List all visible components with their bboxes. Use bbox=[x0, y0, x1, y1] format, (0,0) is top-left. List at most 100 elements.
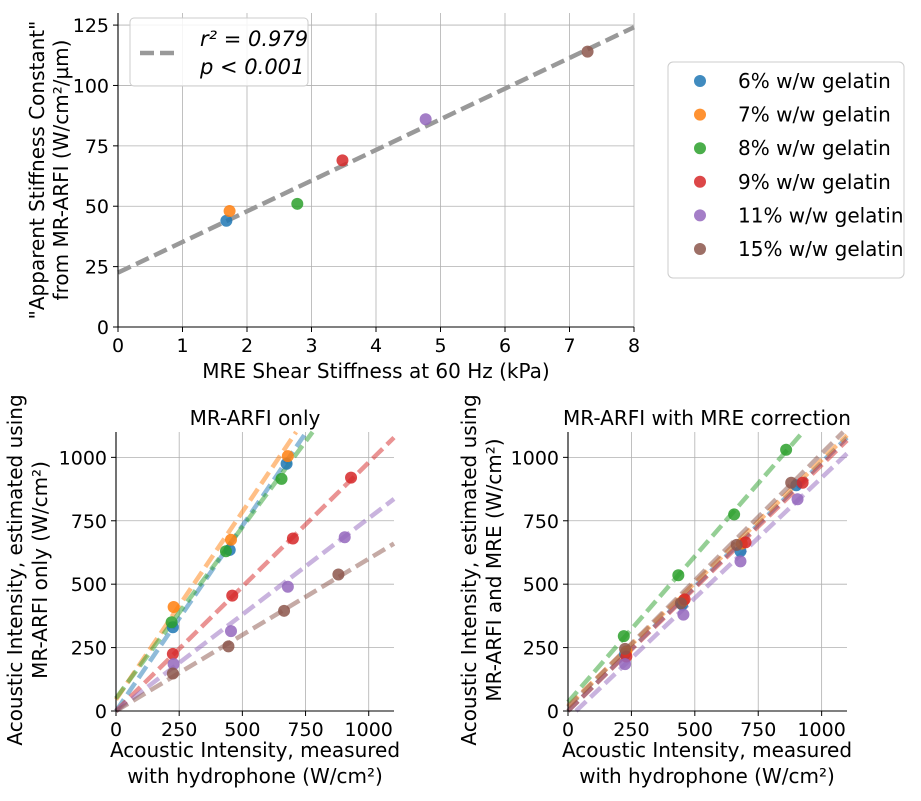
data-point-15-pct bbox=[730, 538, 743, 551]
data-point-8-pct bbox=[165, 616, 178, 629]
y-tick-label: 500 bbox=[71, 574, 107, 596]
data-point-8-pct bbox=[219, 545, 232, 558]
legend-item-15-pct: 15% w/w gelatin bbox=[694, 237, 904, 261]
x-tick-label: 5 bbox=[434, 335, 446, 357]
x-tick-label: 0 bbox=[112, 335, 124, 357]
data-point-8-pct bbox=[291, 197, 304, 210]
data-point-11-pct bbox=[338, 531, 351, 544]
x-tick-label: 8 bbox=[628, 335, 640, 357]
y-axis-label-line2: from MR-ARFI (W/cm²/µm) bbox=[49, 40, 73, 301]
data-point-9-pct bbox=[166, 647, 179, 660]
legend-marker bbox=[694, 209, 706, 222]
legend: 6% w/w gelatin 7% w/w gelatin 8% w/w gelat… bbox=[667, 61, 905, 279]
data-point-9-pct bbox=[226, 589, 239, 602]
data-point-15-pct bbox=[581, 45, 594, 58]
mr-arfi-mre-chart: MR-ARFI with MRE correction 0 250 500 750 10… bbox=[457, 394, 852, 788]
data-point-15-pct bbox=[222, 640, 235, 653]
axes bbox=[111, 432, 394, 716]
axes bbox=[113, 13, 635, 332]
data-point-15-pct bbox=[619, 642, 632, 655]
data-point-8-pct bbox=[275, 472, 288, 485]
data-point-15-pct bbox=[332, 568, 345, 581]
legend-label: 7% w/w gelatin bbox=[738, 103, 891, 127]
legend-label: 9% w/w gelatin bbox=[738, 170, 891, 194]
y-axis-label-line2: MR-ARFI and MRE (W/cm²) bbox=[482, 438, 506, 701]
data-point-11-pct bbox=[281, 580, 294, 593]
x-tick-label: 750 bbox=[740, 719, 776, 741]
tick-labels: 0 1 2 3 4 5 6 7 8 0 25 50 75 100 125 bbox=[73, 15, 640, 357]
data-point-9-pct bbox=[345, 471, 358, 484]
y-tick-label: 250 bbox=[71, 638, 107, 660]
x-axis-label-line1: Acoustic Intensity, measured bbox=[562, 738, 852, 762]
y-tick-label: 0 bbox=[97, 317, 109, 339]
y-tick-label: 1000 bbox=[59, 447, 107, 469]
tick-labels: 0 250 500 750 1000 0 250 500 750 1000 bbox=[59, 447, 393, 741]
fit-line bbox=[117, 25, 635, 275]
y-axis-label-line1: "Apparent Stiffness Constant" bbox=[25, 21, 49, 320]
y-tick-label: 0 bbox=[95, 701, 107, 723]
chart-title: MR-ARFI only bbox=[190, 406, 321, 430]
x-axis-label-line2: with hydrophone (W/cm²) bbox=[127, 764, 383, 788]
legend-item-8-pct: 8% w/w gelatin bbox=[694, 136, 891, 160]
y-axis-label-line1: Acoustic Intensity, estimated using bbox=[3, 394, 27, 745]
data-point-11-pct bbox=[419, 113, 432, 126]
y-tick-label: 125 bbox=[73, 15, 109, 37]
x-tick-label: 7 bbox=[563, 335, 575, 357]
legend-label: 11% w/w gelatin bbox=[738, 203, 904, 227]
x-tick-label: 500 bbox=[677, 719, 713, 741]
data-points bbox=[165, 450, 358, 680]
y-axis-label-line2: MR-ARFI only (W/cm²) bbox=[28, 461, 52, 679]
data-point-11-pct bbox=[224, 625, 237, 638]
legend-marker bbox=[694, 243, 706, 255]
x-tick-label: 1000 bbox=[797, 719, 845, 741]
legend-item-6-pct: 6% w/w gelatin bbox=[694, 69, 891, 93]
fit-line-8-pct bbox=[566, 430, 805, 704]
y-tick-label: 75 bbox=[85, 136, 109, 158]
y-tick-label: 0 bbox=[547, 701, 559, 723]
legend-label: 8% w/w gelatin bbox=[738, 136, 891, 160]
data-point-15-pct bbox=[785, 476, 798, 489]
x-tick-label: 3 bbox=[305, 335, 317, 357]
data-point-8-pct bbox=[617, 630, 630, 643]
y-tick-label: 25 bbox=[85, 257, 109, 279]
x-tick-label: 2 bbox=[241, 335, 253, 357]
data-point-15-pct bbox=[278, 604, 291, 617]
data-point-11-pct bbox=[677, 608, 690, 621]
x-axis-label-line1: Acoustic Intensity, measured bbox=[110, 738, 400, 762]
stiffness-scatter-chart: 0 1 2 3 4 5 6 7 8 0 25 50 75 100 125 MRE Shear Stiffne… bbox=[25, 13, 640, 383]
x-tick-label: 4 bbox=[370, 335, 382, 357]
legend-item-9-pct: 9% w/w gelatin bbox=[694, 170, 891, 194]
data-point-7-pct bbox=[223, 205, 236, 218]
data-point-7-pct bbox=[281, 450, 294, 463]
data-point-9-pct bbox=[796, 476, 809, 489]
y-tick-label: 500 bbox=[523, 574, 559, 596]
y-tick-label: 750 bbox=[523, 511, 559, 533]
data-point-8-pct bbox=[672, 569, 685, 582]
fit-line-15-pct bbox=[566, 430, 845, 709]
y-tick-label: 250 bbox=[523, 638, 559, 660]
data-points bbox=[617, 443, 809, 671]
regression-line bbox=[117, 25, 635, 275]
data-point-9-pct bbox=[286, 532, 299, 545]
y-axis-label-line1: Acoustic Intensity, estimated using bbox=[457, 394, 481, 745]
fit-annotation: r² = 0.979 p < 0.001 bbox=[129, 17, 309, 87]
legend-marker bbox=[694, 75, 706, 87]
legend-item-7-pct: 7% w/w gelatin bbox=[694, 103, 891, 127]
annotation-box bbox=[129, 17, 309, 87]
data-point-11-pct bbox=[734, 555, 747, 568]
legend-item-11-pct: 11% w/w gelatin bbox=[694, 203, 904, 227]
data-point-7-pct bbox=[167, 601, 180, 614]
legend-label: 6% w/w gelatin bbox=[738, 69, 891, 93]
fit-line-7-pct bbox=[566, 433, 849, 708]
x-tick-label: 1000 bbox=[345, 719, 393, 741]
data-point-8-pct bbox=[728, 508, 741, 521]
y-tick-label: 1000 bbox=[511, 447, 559, 469]
data-point-11-pct bbox=[167, 658, 180, 671]
x-tick-label: 6 bbox=[499, 335, 511, 357]
fit-line-8-pct bbox=[114, 430, 315, 700]
data-point-9-pct bbox=[336, 154, 349, 167]
data-point-6-pct bbox=[220, 214, 233, 227]
data-point-15-pct bbox=[166, 667, 179, 680]
fit-line-11-pct bbox=[574, 451, 849, 713]
